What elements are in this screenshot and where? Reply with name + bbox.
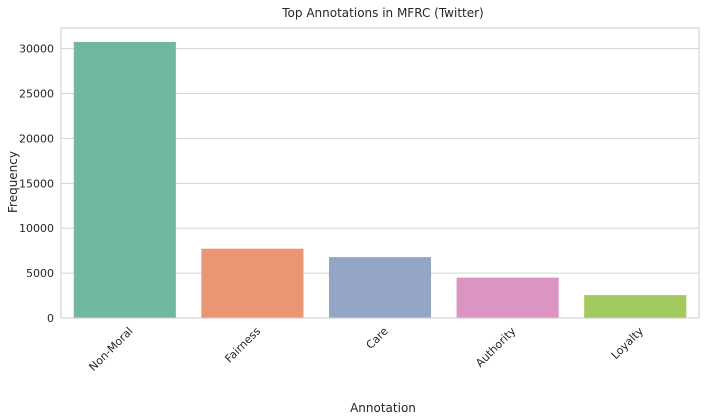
- plot-frame: [60, 27, 700, 319]
- x-tick-label: Care: [364, 324, 391, 351]
- x-tick-label: Non-Moral: [86, 325, 135, 374]
- bar-loyalty: [584, 295, 687, 318]
- bar-authority: [456, 277, 559, 318]
- bar-fairness: [201, 248, 304, 318]
- x-tick-label: Fairness: [222, 324, 263, 365]
- bar-care: [328, 257, 432, 318]
- y-tick-label: 25000: [19, 88, 54, 101]
- y-tick-label: 5000: [26, 267, 54, 280]
- y-tick-label: 0: [47, 312, 54, 325]
- x-tick-label: Authority: [473, 324, 519, 370]
- bars: [73, 41, 687, 318]
- y-tick-label: 30000: [19, 43, 54, 56]
- bar-non-moral: [73, 41, 176, 318]
- chart-title: Top Annotations in MFRC (Twitter): [281, 6, 483, 20]
- x-tick-label: Loyalty: [609, 324, 647, 362]
- x-axis-label: Annotation: [350, 401, 416, 415]
- y-tick-label: 10000: [19, 222, 54, 235]
- x-tick-labels: Non-Moral Fairness Care Authority Loyalty: [86, 324, 646, 373]
- y-axis-label: Frequency: [6, 151, 20, 213]
- y-tick-label: 15000: [19, 177, 54, 190]
- y-tick-labels: 0 5000 10000 15000 20000 25000 30000: [19, 43, 54, 325]
- y-tick-label: 20000: [19, 132, 54, 145]
